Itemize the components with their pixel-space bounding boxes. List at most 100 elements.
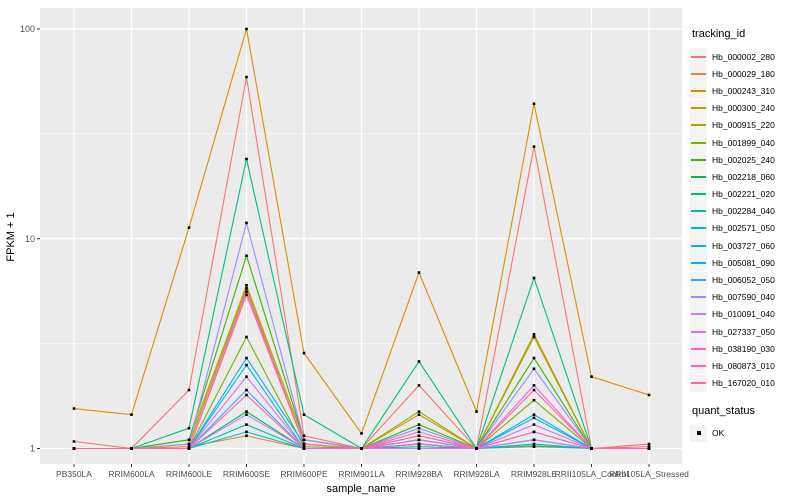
- data-point: [532, 335, 536, 339]
- legend-key: [690, 116, 707, 134]
- legend-label: Hb_000243_310: [712, 85, 775, 96]
- legend-key: [690, 340, 707, 358]
- legend-key: [690, 323, 707, 341]
- data-point: [130, 413, 133, 416]
- data-point: [532, 388, 536, 392]
- legend-key-line-icon: [691, 364, 706, 367]
- legend-label: Hb_002284_040: [712, 206, 775, 217]
- data-point: [532, 356, 536, 360]
- data-point: [245, 75, 248, 79]
- legend-label: Hb_010091_040: [712, 309, 775, 320]
- legend-key-line-icon: [691, 244, 706, 247]
- data-point: [302, 442, 306, 446]
- legend-key: [690, 151, 707, 169]
- legend-item-Hb_002284_040: Hb_002284_040: [690, 202, 800, 220]
- data-point: [360, 447, 363, 450]
- legend-item-Hb_080873_010: Hb_080873_010: [690, 357, 800, 375]
- data-point: [590, 375, 593, 378]
- data-point: [417, 426, 421, 430]
- legend-key-line-icon: [691, 347, 706, 350]
- legend-key-line-icon: [691, 227, 706, 230]
- legend-label: OK: [712, 428, 725, 439]
- x-tick-label: RRII105LA_Control: [555, 469, 629, 479]
- x-axis-title: sample_name: [326, 483, 395, 495]
- legend-label: Hb_002218_060: [712, 171, 775, 182]
- data-point: [532, 416, 536, 420]
- x-tick-label: RRIM600SE: [223, 469, 271, 479]
- legend-key-line-icon: [691, 124, 706, 127]
- data-point: [245, 157, 248, 161]
- legend: tracking_id Hb_000002_280 Hb_000029_180 Hb…: [690, 28, 800, 442]
- legend-key: [690, 48, 707, 66]
- legend-key: [690, 99, 707, 117]
- data-point: [417, 434, 421, 438]
- legend-item-Hb_006052_050: Hb_006052_050: [690, 271, 800, 289]
- data-point: [417, 413, 421, 416]
- data-point: [245, 293, 248, 297]
- legend-key: [690, 254, 707, 272]
- data-point: [532, 442, 536, 446]
- legend-item-Hb_002025_240: Hb_002025_240: [690, 151, 800, 169]
- data-point: [417, 445, 421, 448]
- legend-label: Hb_002221_020: [712, 189, 775, 200]
- legend-key-line-icon: [691, 279, 706, 282]
- legend-key-line-icon: [691, 141, 706, 144]
- legend-item-Hb_000002_280: Hb_000002_280: [690, 48, 800, 66]
- legend-title-tracking-id: tracking_id: [692, 28, 746, 40]
- legend-label: Hb_001899_040: [712, 137, 775, 148]
- data-point: [532, 333, 536, 336]
- legend-key: [690, 65, 707, 83]
- legend-item-Hb_001899_040: Hb_001899_040: [690, 134, 800, 152]
- data-point: [417, 447, 421, 450]
- legend-label: Hb_167020_010: [712, 378, 775, 389]
- data-point: [130, 447, 133, 450]
- data-point: [647, 445, 651, 448]
- data-point: [302, 434, 306, 438]
- legend-tracking-items: Hb_000002_280 Hb_000029_180 Hb_000243_310 H…: [690, 48, 800, 392]
- legend-item-Hb_002218_060: Hb_002218_060: [690, 168, 800, 186]
- legend-key-line-icon: [691, 210, 706, 213]
- x-tick-label: RRIM901LA: [338, 469, 385, 479]
- legend-item-Hb_038190_030: Hb_038190_030: [690, 340, 800, 358]
- data-point: [590, 447, 593, 450]
- data-point: [417, 360, 421, 363]
- legend-key: [690, 357, 707, 375]
- legend-key: [690, 134, 707, 152]
- data-point: [532, 430, 536, 434]
- data-point: [245, 335, 248, 339]
- legend-key-line-icon: [691, 72, 706, 75]
- legend-item-Hb_005081_090: Hb_005081_090: [690, 254, 800, 272]
- data-point: [245, 434, 248, 438]
- data-point: [72, 447, 76, 450]
- legend-key-line-icon: [691, 330, 706, 333]
- legend-key-line-icon: [691, 261, 706, 264]
- data-point: [417, 423, 421, 426]
- legend-key-line-icon: [691, 158, 706, 161]
- data-point: [245, 221, 248, 225]
- data-point: [245, 388, 248, 392]
- data-point: [360, 432, 363, 435]
- data-point: [532, 367, 536, 371]
- data-point: [245, 413, 248, 416]
- data-point: [245, 375, 248, 378]
- legend-item-Hb_027337_050: Hb_027337_050: [690, 323, 800, 341]
- legend-key-line-icon: [691, 107, 706, 110]
- data-point: [302, 413, 306, 416]
- legend-item-Hb_010091_040: Hb_010091_040: [690, 305, 800, 323]
- legend-key: [690, 185, 707, 203]
- legend-key-line-icon: [691, 382, 706, 385]
- legend-key: [690, 374, 707, 392]
- legend-key-line-icon: [691, 55, 706, 58]
- legend-label: Hb_000300_240: [712, 103, 775, 114]
- data-point: [245, 287, 248, 290]
- data-point: [302, 438, 306, 442]
- data-point: [245, 430, 248, 434]
- legend-item-Hb_167020_010: Hb_167020_010: [690, 374, 800, 392]
- data-point: [417, 430, 421, 434]
- data-point: [417, 271, 421, 274]
- data-point: [417, 438, 421, 442]
- data-point: [245, 393, 248, 397]
- legend-key: [690, 202, 707, 220]
- legend-label: Hb_002025_240: [712, 154, 775, 165]
- data-point: [532, 102, 536, 106]
